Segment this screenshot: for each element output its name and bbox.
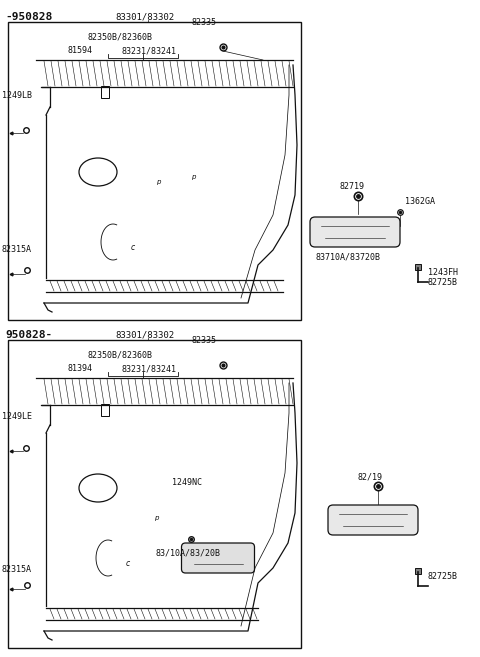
Text: 1362GA: 1362GA	[405, 197, 435, 206]
Text: p: p	[191, 174, 195, 180]
Text: c: c	[131, 242, 135, 252]
Text: 82350B/82360B: 82350B/82360B	[88, 350, 153, 359]
Bar	[101, 404, 109, 416]
Text: 1243FH: 1243FH	[428, 268, 458, 277]
Text: 83231/83241: 83231/83241	[122, 46, 177, 55]
Text: 82350B/82360B: 82350B/82360B	[88, 32, 153, 41]
Text: 82719: 82719	[340, 182, 365, 191]
Text: p: p	[156, 179, 160, 185]
Text: 82335: 82335	[192, 336, 217, 345]
FancyBboxPatch shape	[310, 217, 400, 247]
Text: c: c	[126, 558, 130, 568]
Bar	[8, 22, 301, 320]
Bar	[8, 340, 301, 648]
Text: 1249LB: 1249LB	[2, 91, 32, 100]
Text: 82335: 82335	[192, 18, 217, 27]
Text: 82725B: 82725B	[428, 572, 458, 581]
Text: 83710A/83720B: 83710A/83720B	[315, 252, 380, 261]
Bar	[415, 568, 421, 574]
Text: p: p	[154, 515, 158, 521]
Text: 83/10A/83/20B: 83/10A/83/20B	[156, 548, 221, 557]
Text: 82315A: 82315A	[2, 565, 32, 574]
Text: 81394: 81394	[68, 364, 93, 373]
Text: 1249LE: 1249LE	[2, 412, 32, 421]
FancyBboxPatch shape	[328, 505, 418, 535]
Text: 950828-: 950828-	[5, 330, 52, 340]
Text: 81594: 81594	[68, 46, 93, 55]
Text: 83301/83302: 83301/83302	[115, 330, 174, 339]
Text: 82/19: 82/19	[358, 472, 383, 481]
Text: 83231/83241: 83231/83241	[122, 364, 177, 373]
Text: -950828: -950828	[5, 12, 52, 22]
Text: 1249NC: 1249NC	[172, 478, 202, 487]
Bar	[415, 264, 421, 270]
Text: 83301/83302: 83301/83302	[115, 12, 174, 21]
Text: 82725B: 82725B	[428, 278, 458, 287]
FancyBboxPatch shape	[181, 543, 254, 573]
Text: 82315A: 82315A	[2, 245, 32, 254]
Bar	[101, 86, 109, 98]
